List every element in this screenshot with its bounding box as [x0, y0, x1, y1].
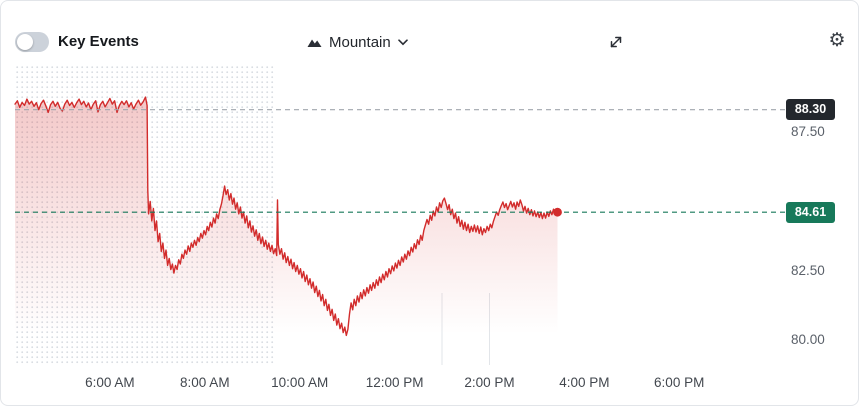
- settings-button[interactable]: ⚙: [825, 29, 849, 53]
- x-axis-label: 6:00 PM: [654, 375, 705, 390]
- x-axis-label: 8:00 AM: [180, 375, 230, 390]
- chevron-down-icon: [397, 38, 408, 46]
- key-events-label: Key Events: [58, 33, 139, 50]
- expand-button[interactable]: [606, 32, 626, 52]
- chart-type-dropdown[interactable]: Mountain: [307, 30, 408, 54]
- expand-icon: [607, 33, 625, 51]
- chart-type-label: Mountain: [329, 33, 391, 51]
- y-axis-label: 82.50: [791, 262, 825, 278]
- current-price-dot: [553, 207, 562, 217]
- key-events-toggle[interactable]: [15, 32, 49, 52]
- x-axis-label: 2:00 PM: [464, 375, 515, 390]
- y-axis-label: 80.00: [791, 332, 825, 348]
- toggle-knob: [17, 34, 33, 50]
- x-axis-label: 4:00 PM: [559, 375, 610, 390]
- x-axis-label: 6:00 AM: [85, 375, 135, 390]
- price-line: [14, 96, 559, 337]
- current-price-badge: 84.61: [786, 201, 835, 223]
- y-axis-label: 87.50: [791, 123, 825, 139]
- price-area-fill: [15, 97, 558, 366]
- gear-icon: ⚙: [828, 30, 846, 51]
- previous-close-badge: 88.30: [786, 99, 835, 121]
- x-axis-label: 10:00 AM: [271, 375, 329, 390]
- x-axis-label: 12:00 PM: [365, 375, 424, 390]
- mountain-icon: [307, 36, 322, 48]
